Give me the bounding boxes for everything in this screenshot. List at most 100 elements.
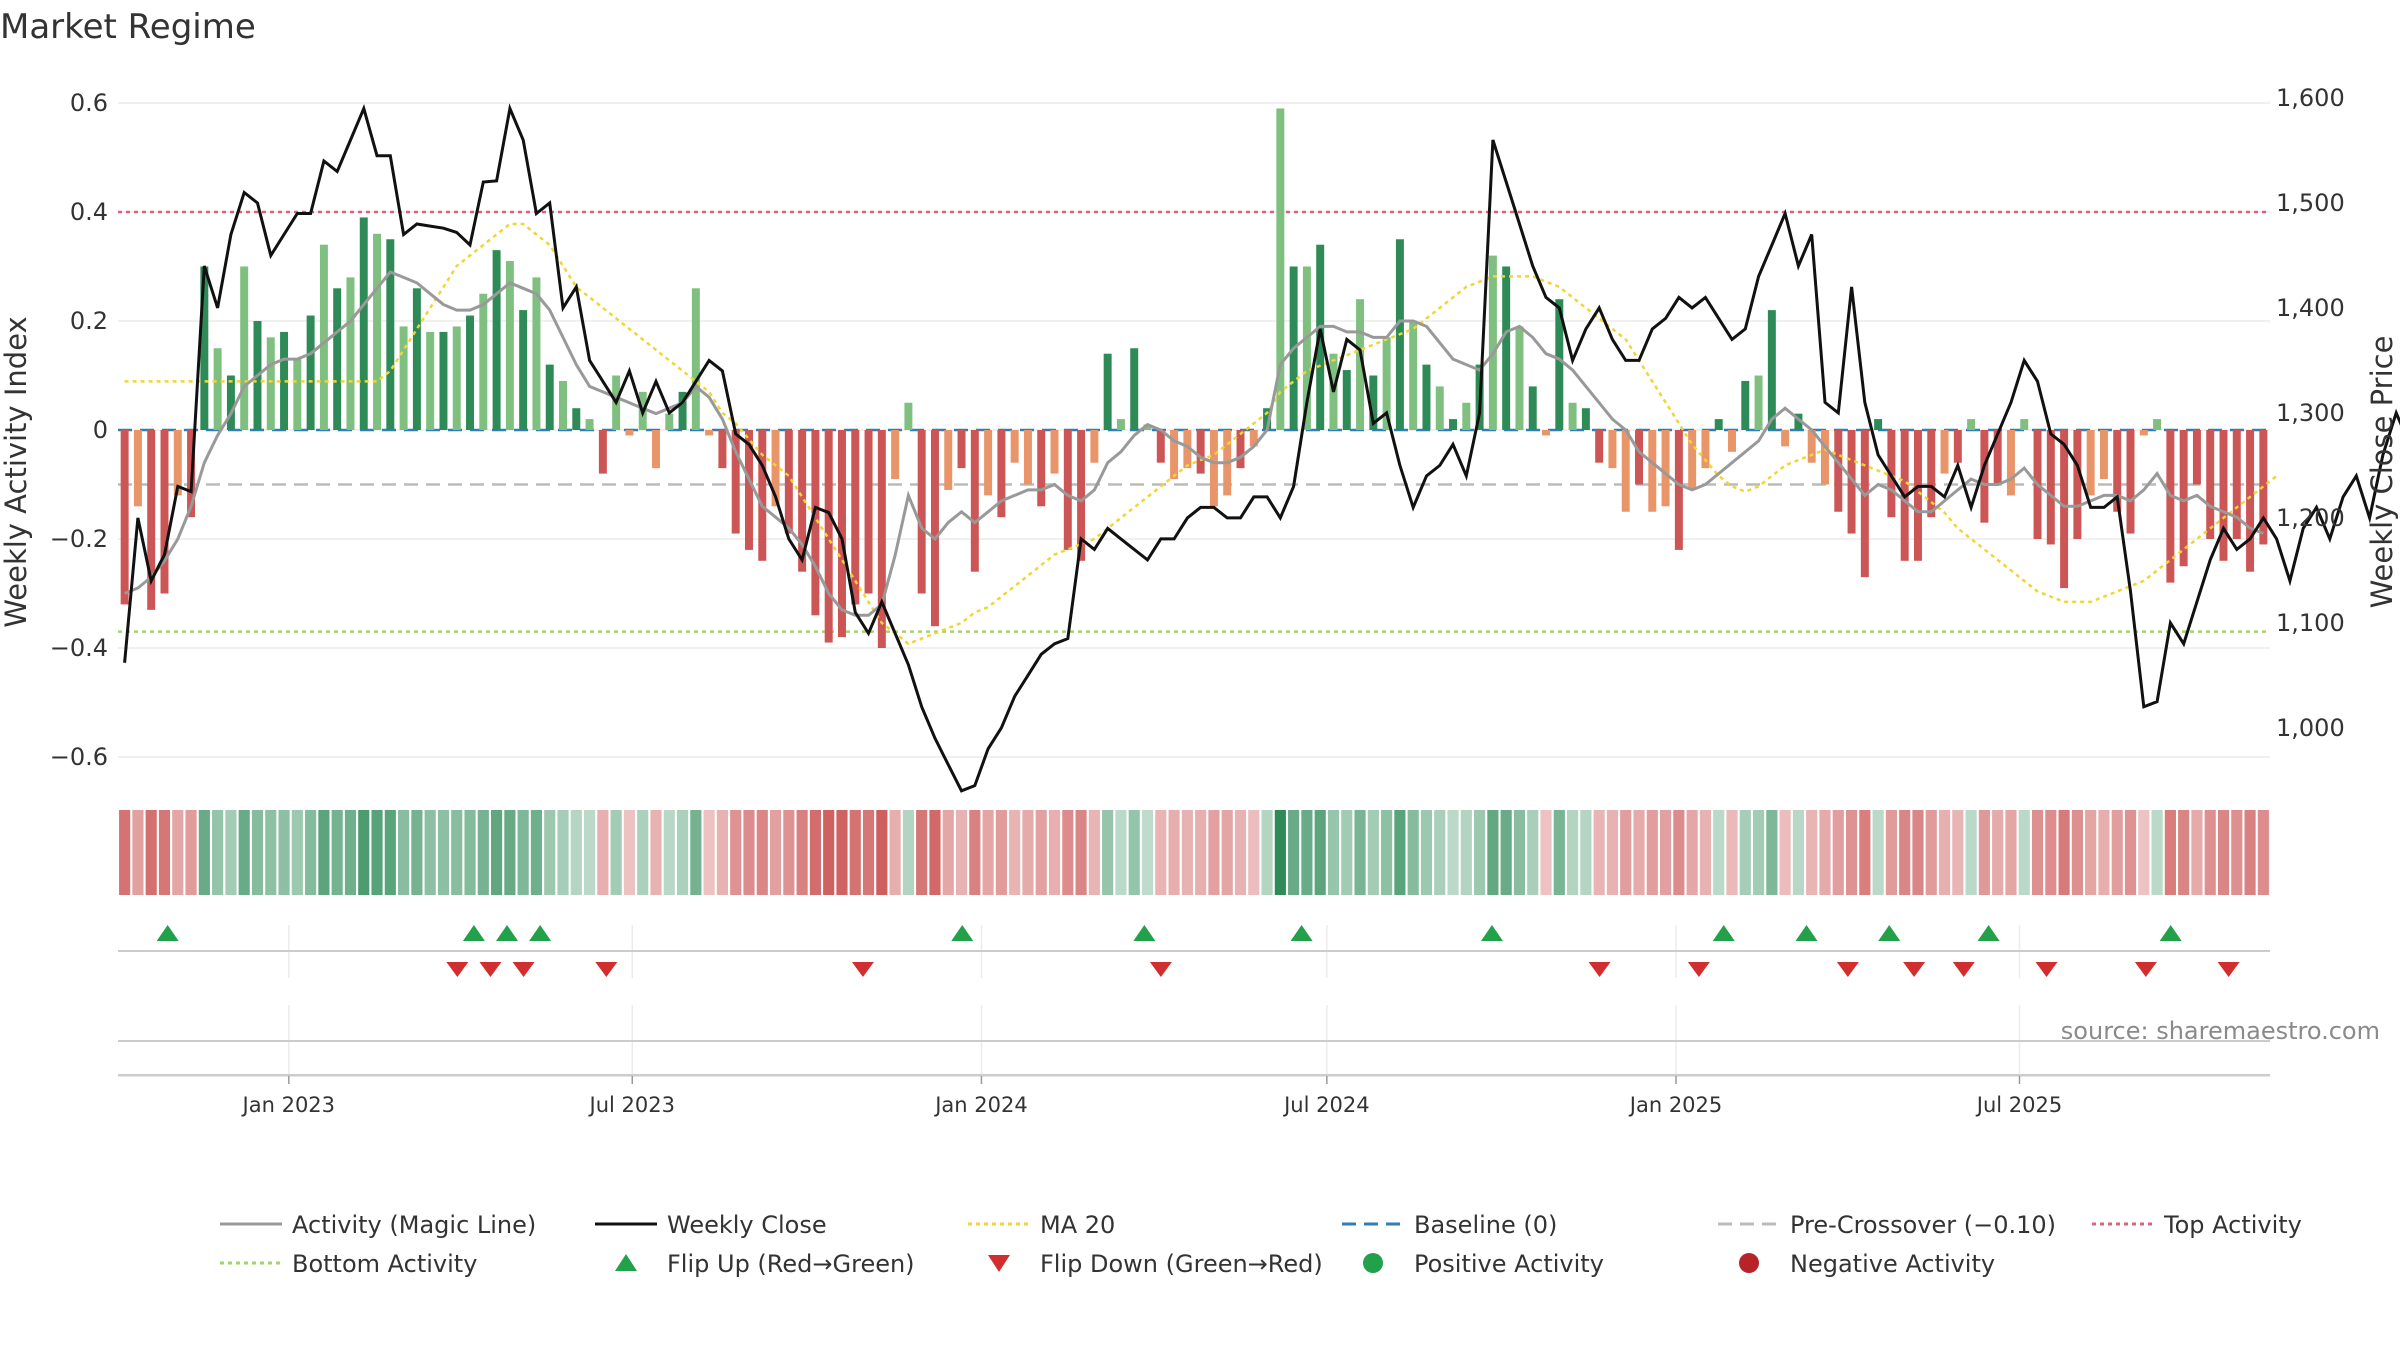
regime-cell bbox=[982, 810, 994, 895]
regime-cell bbox=[929, 810, 941, 895]
series-lines bbox=[123, 103, 2400, 793]
activity-bar bbox=[412, 288, 421, 430]
flip-up-marker bbox=[1133, 925, 1156, 941]
flip-down-marker bbox=[512, 962, 535, 977]
activity-bar bbox=[930, 430, 939, 627]
activity-bar bbox=[1874, 419, 1883, 430]
flip-up-marker bbox=[1712, 925, 1735, 941]
y-tick-left: −0.2 bbox=[50, 525, 108, 553]
activity-bar bbox=[1993, 430, 2002, 485]
regime-cell bbox=[1115, 810, 1127, 895]
regime-cell bbox=[1195, 810, 1207, 895]
activity-bar bbox=[213, 348, 222, 430]
legend-label: Top Activity bbox=[2163, 1211, 2302, 1239]
regime-cell bbox=[1022, 810, 1034, 895]
flip-up-marker bbox=[951, 925, 974, 941]
ma20-line bbox=[124, 222, 2278, 646]
regime-cell bbox=[2018, 810, 2030, 895]
activity-bar bbox=[1714, 419, 1723, 430]
regime-cell bbox=[2071, 810, 2083, 895]
activity-bar bbox=[200, 266, 209, 430]
regime-cell bbox=[1952, 810, 1964, 895]
regime-cell bbox=[1606, 810, 1619, 895]
activity-bar bbox=[306, 315, 315, 430]
legend-swatch bbox=[615, 1254, 637, 1271]
regime-cell bbox=[584, 810, 596, 895]
regime-cell bbox=[623, 810, 636, 895]
activity-bar bbox=[691, 288, 700, 430]
activity-bar bbox=[585, 419, 594, 430]
regime-cell bbox=[1699, 810, 1712, 895]
activity-bar bbox=[1209, 430, 1218, 507]
regime-cell bbox=[1434, 810, 1446, 895]
y-tick-right: 1,000 bbox=[2276, 714, 2345, 742]
regime-cell bbox=[690, 810, 702, 895]
regime-cell bbox=[1792, 810, 1804, 895]
activity-bar bbox=[1263, 408, 1272, 430]
activity-bar bbox=[1063, 430, 1072, 550]
regime-cell bbox=[1048, 810, 1061, 895]
legend-label: Flip Down (Green→Red) bbox=[1040, 1250, 1323, 1278]
regime-cell bbox=[119, 810, 131, 895]
activity-bar bbox=[1528, 386, 1537, 430]
regime-cell bbox=[238, 810, 250, 895]
activity-bar bbox=[1807, 430, 1816, 463]
legend-label: Positive Activity bbox=[1414, 1250, 1604, 1278]
activity-bar bbox=[160, 430, 169, 594]
regime-cell bbox=[1992, 810, 2004, 895]
regime-cell bbox=[172, 810, 184, 895]
activity-bar bbox=[399, 326, 408, 430]
regime-cell bbox=[969, 810, 981, 895]
activity-bar bbox=[1542, 430, 1551, 436]
regime-cell bbox=[995, 810, 1007, 895]
regime-cell bbox=[1885, 810, 1897, 895]
regime-cell bbox=[530, 810, 543, 895]
regime-cell bbox=[769, 810, 782, 895]
activity-bar bbox=[1382, 337, 1391, 430]
regime-cell bbox=[331, 810, 343, 895]
regime-cell bbox=[1327, 810, 1340, 895]
activity-bar bbox=[2060, 430, 2069, 589]
regime-cell bbox=[1035, 810, 1047, 895]
activity-bar bbox=[226, 375, 235, 430]
activity-bar bbox=[1515, 326, 1524, 430]
regime-cell bbox=[1301, 810, 1313, 895]
regime-cell bbox=[730, 810, 742, 895]
y-tick-left: −0.6 bbox=[50, 743, 108, 771]
regime-cell bbox=[1088, 810, 1100, 895]
regime-cell bbox=[2231, 810, 2243, 895]
legend-label: Negative Activity bbox=[1790, 1250, 1995, 1278]
regime-cell bbox=[876, 810, 888, 895]
regime-cell bbox=[1354, 810, 1366, 895]
regime-cell bbox=[637, 810, 649, 895]
regime-cell bbox=[1248, 810, 1260, 895]
regime-cell bbox=[1513, 810, 1526, 895]
regime-cell bbox=[384, 810, 396, 895]
regime-cell bbox=[1845, 810, 1858, 895]
activity-bar bbox=[2153, 419, 2162, 430]
activity-bar bbox=[559, 380, 567, 430]
regime-cell bbox=[398, 810, 410, 895]
regime-cell bbox=[1925, 810, 1937, 895]
regime-cell bbox=[2085, 810, 2097, 895]
activity-bar bbox=[1488, 255, 1497, 430]
regime-cell bbox=[158, 810, 171, 895]
regime-cell bbox=[1567, 810, 1579, 895]
regime-cell bbox=[743, 810, 755, 895]
regime-cell bbox=[2124, 810, 2137, 895]
regime-cell bbox=[1181, 810, 1193, 895]
activity-bar bbox=[2219, 430, 2228, 561]
activity-bar bbox=[1342, 370, 1351, 430]
flip-down-marker bbox=[1952, 962, 1975, 977]
activity-bar bbox=[2006, 430, 2015, 496]
reference-lines bbox=[118, 210, 2270, 633]
regime-cell bbox=[823, 810, 835, 895]
regime-cell bbox=[1832, 810, 1844, 895]
activity-bar bbox=[2139, 430, 2148, 436]
activity-bars bbox=[120, 108, 2268, 648]
flip-down-marker bbox=[2217, 962, 2240, 977]
regime-cell bbox=[1766, 810, 1778, 895]
flip-up-marker bbox=[1795, 925, 1818, 941]
regime-cell bbox=[1394, 810, 1406, 895]
